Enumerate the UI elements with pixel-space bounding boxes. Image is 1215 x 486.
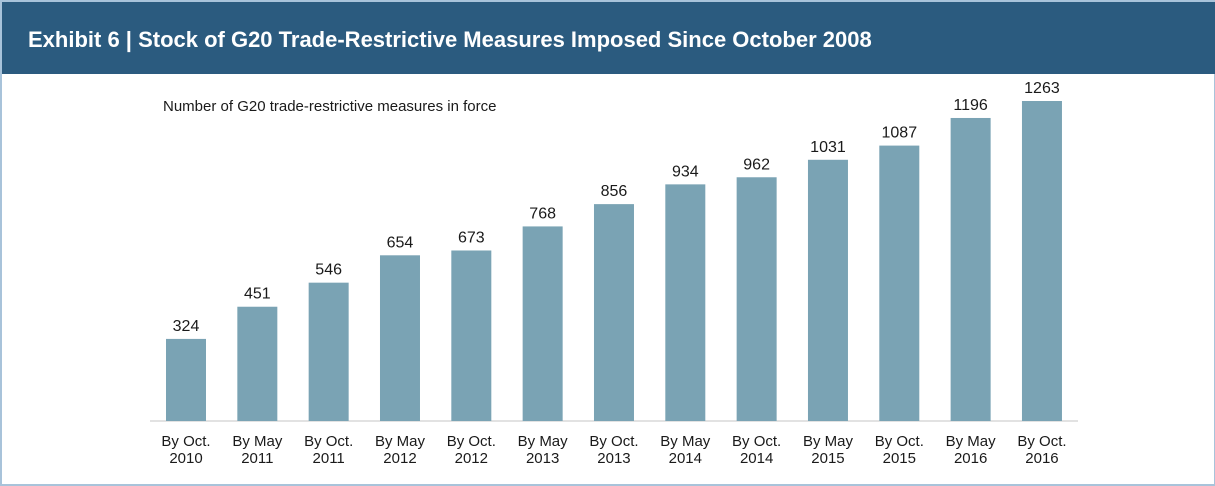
x-tick-label: By May 2014: [660, 433, 711, 467]
value-label: 768: [529, 205, 556, 222]
x-tick-label: By Oct. 2012: [447, 433, 496, 467]
bar: [807, 159, 848, 421]
value-label: 1263: [1024, 80, 1060, 97]
bar: [308, 282, 349, 421]
x-tick-label: By Oct. 2013: [589, 433, 638, 467]
x-tick-label: By Oct. 2014: [732, 433, 781, 467]
bar: [237, 306, 278, 421]
bar: [665, 184, 706, 421]
chart-title: Exhibit 6 | Stock of G20 Trade-Restricti…: [28, 27, 872, 52]
header-bar: [2, 2, 1215, 74]
x-tick-label: By May 2013: [518, 433, 569, 467]
chart-subtitle: Number of G20 trade-restrictive measures…: [163, 98, 496, 115]
bar: [451, 250, 492, 421]
x-tick-label: By May 2011: [232, 433, 283, 467]
x-tick-label: By Oct. 2015: [875, 433, 924, 467]
x-tick-label: By Oct. 2011: [304, 433, 353, 467]
bar: [593, 204, 634, 421]
value-label: 546: [315, 262, 342, 279]
value-label: 654: [387, 234, 414, 251]
value-label: 324: [173, 318, 200, 335]
value-label: 1087: [882, 125, 918, 142]
value-label: 673: [458, 229, 485, 246]
value-label: 962: [743, 156, 770, 173]
bar: [736, 177, 777, 421]
value-label: 856: [601, 183, 628, 200]
bar: [879, 145, 920, 422]
value-label: 1196: [953, 97, 988, 114]
bar: [166, 338, 206, 421]
value-label: 934: [672, 163, 699, 180]
x-tick-label: By Oct. 2010: [161, 433, 210, 467]
bar: [950, 117, 991, 421]
bar: [522, 226, 563, 421]
x-tick-label: By May 2015: [803, 433, 854, 467]
bar: [1021, 101, 1062, 421]
value-label: 451: [244, 286, 271, 303]
value-label: 1031: [810, 139, 846, 156]
x-tick-label: By May 2016: [946, 433, 997, 467]
x-tick-label: By May 2012: [375, 433, 426, 467]
bar: [379, 255, 420, 421]
x-tick-label: By Oct. 2016: [1017, 433, 1066, 467]
